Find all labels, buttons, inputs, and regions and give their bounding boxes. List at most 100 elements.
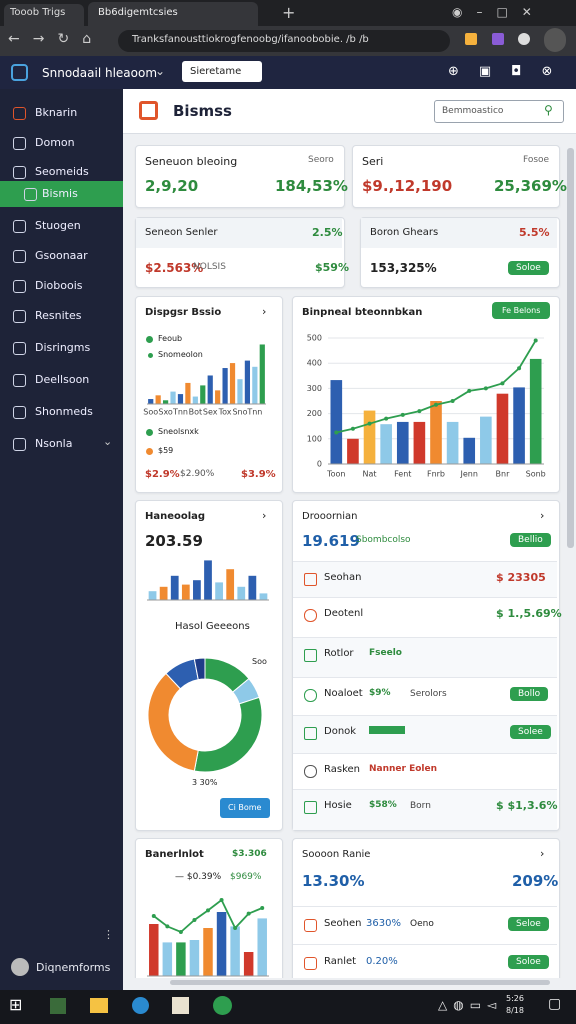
chevron[interactable]: › [540, 509, 545, 522]
tab-title[interactable]: Tooob Trigs [10, 7, 66, 18]
legend-label: Feoub [158, 334, 183, 343]
bar [170, 575, 179, 600]
nav-item[interactable]: Nsonla ⌄ [0, 431, 123, 457]
new-tab[interactable]: + [282, 3, 296, 22]
nav-label[interactable]: Resnites [35, 309, 82, 322]
kpi-badge[interactable]: Soloe [508, 261, 549, 275]
tray-icons[interactable]: △◍▭◅ [438, 998, 503, 1012]
y-tick-label: 100 [307, 434, 322, 443]
nav-icon[interactable] [13, 438, 26, 451]
nav-item[interactable]: Domon [0, 130, 123, 156]
nav-item[interactable]: Bknarin [0, 100, 123, 126]
legend-dot [146, 336, 153, 343]
select-value[interactable]: Sieretame [190, 66, 242, 77]
row-badge[interactable]: Soloe [508, 955, 549, 969]
window-controls[interactable]: ◉–□✕ [452, 5, 546, 19]
nav-label[interactable]: Bismis [42, 187, 78, 200]
list-row[interactable] [293, 637, 557, 678]
user-name[interactable]: Diqnemforms [36, 961, 111, 974]
panel-button[interactable]: Fe Belons [492, 302, 551, 319]
nav-item[interactable]: Disringms [0, 335, 123, 361]
nav-item[interactable]: Resnites [0, 303, 123, 329]
extension-icon[interactable] [518, 33, 530, 45]
nav-icon[interactable] [13, 280, 26, 293]
nav-icon[interactable] [24, 188, 37, 201]
nav-label[interactable]: Bknarin [35, 106, 78, 119]
clock-time[interactable]: 5:26 [506, 994, 524, 1003]
button-label[interactable]: Ci Bome [228, 803, 262, 812]
nav-label[interactable]: Stuogen [35, 219, 81, 232]
nav-icon[interactable] [13, 342, 26, 355]
nav-label[interactable]: Dioboois [35, 279, 83, 292]
taskbar-app[interactable] [213, 996, 232, 1015]
search-placeholder[interactable]: Bemmoastico [442, 106, 504, 116]
nav-icon[interactable] [13, 250, 26, 263]
scrollbar[interactable] [567, 148, 574, 548]
taskbar-app[interactable] [172, 997, 189, 1014]
chevron[interactable]: › [262, 509, 267, 522]
nav-label[interactable]: Shonmeds [35, 405, 93, 418]
nav-label[interactable]: Domon [35, 136, 75, 149]
list-row[interactable] [293, 677, 557, 716]
search-icon[interactable]: ⚲ [544, 103, 553, 117]
h-scrollbar[interactable] [170, 980, 550, 985]
row-badge[interactable]: Seloe [508, 917, 549, 931]
nav-label[interactable]: Deellsoon [35, 373, 90, 386]
panel-badge[interactable]: Bellio [510, 533, 551, 547]
url[interactable]: Tranksfanousttiokrogfenoobg/ifanoobobie.… [132, 34, 369, 45]
clock-date[interactable]: 8/18 [506, 1006, 524, 1015]
list-row[interactable] [293, 906, 557, 941]
list-row[interactable] [293, 597, 557, 638]
list-row[interactable] [293, 789, 557, 830]
point [151, 914, 156, 918]
taskbar-app[interactable] [132, 997, 149, 1014]
caret[interactable]: ⌄ [155, 64, 166, 78]
header-icons[interactable]: ⊕▣◘⊗ [448, 64, 573, 79]
nav-item[interactable]: Bismis [0, 181, 123, 207]
nav-icon[interactable] [13, 310, 26, 323]
panel-value: 203.59 [145, 532, 203, 550]
row-mid: 0.20% [366, 956, 398, 967]
list-row[interactable] [293, 753, 557, 790]
search-box[interactable] [434, 100, 564, 123]
tab-title[interactable]: Bb6digemtcsies [98, 7, 178, 18]
taskbar-app[interactable] [50, 998, 66, 1014]
nav-icon[interactable] [13, 137, 26, 150]
extension-icon[interactable] [492, 33, 504, 45]
tab[interactable] [88, 2, 258, 26]
user-avatar[interactable] [11, 958, 29, 976]
nav-buttons[interactable]: ←→↻⌂ [8, 31, 105, 47]
nav-icon[interactable] [13, 374, 26, 387]
select-box[interactable] [182, 61, 262, 82]
tab[interactable] [4, 4, 84, 26]
nav-icon[interactable] [13, 220, 26, 233]
nav-item[interactable]: Dioboois [0, 273, 123, 299]
row-badge[interactable]: Solee [510, 725, 551, 739]
nav-item[interactable]: Deellsoon [0, 367, 123, 393]
nav-label[interactable]: Nsonla [35, 437, 73, 450]
address-bar[interactable] [118, 30, 450, 52]
more[interactable]: ⋮ [103, 928, 114, 941]
nav-label[interactable]: Disringms [35, 341, 91, 354]
nav-item[interactable]: Shonmeds [0, 399, 123, 425]
extension-icon[interactable] [465, 33, 477, 45]
taskbar-app[interactable] [90, 998, 108, 1013]
chevron[interactable]: › [540, 847, 545, 860]
nav-label[interactable]: Seomeids [35, 165, 89, 178]
nav-label[interactable]: Gsoonaar [35, 249, 88, 262]
list-row[interactable] [293, 944, 557, 979]
panel-button[interactable] [220, 798, 270, 818]
expand-caret[interactable]: ⌄ [103, 435, 113, 448]
nav-item[interactable]: Stuogen [0, 213, 123, 239]
nav-icon[interactable] [13, 107, 26, 120]
row-badge[interactable]: Bollo [510, 687, 549, 701]
list-row[interactable] [293, 561, 557, 598]
notifications[interactable]: ▢ [548, 996, 562, 1012]
profile-avatar[interactable] [544, 28, 566, 52]
nav-item[interactable]: Gsoonaar [0, 243, 123, 269]
nav-icon[interactable] [13, 166, 26, 179]
nav-item[interactable]: Seomeids [0, 159, 123, 185]
chevron[interactable]: › [262, 305, 267, 318]
start-button[interactable]: ⊞ [9, 995, 23, 1014]
nav-icon[interactable] [13, 406, 26, 419]
